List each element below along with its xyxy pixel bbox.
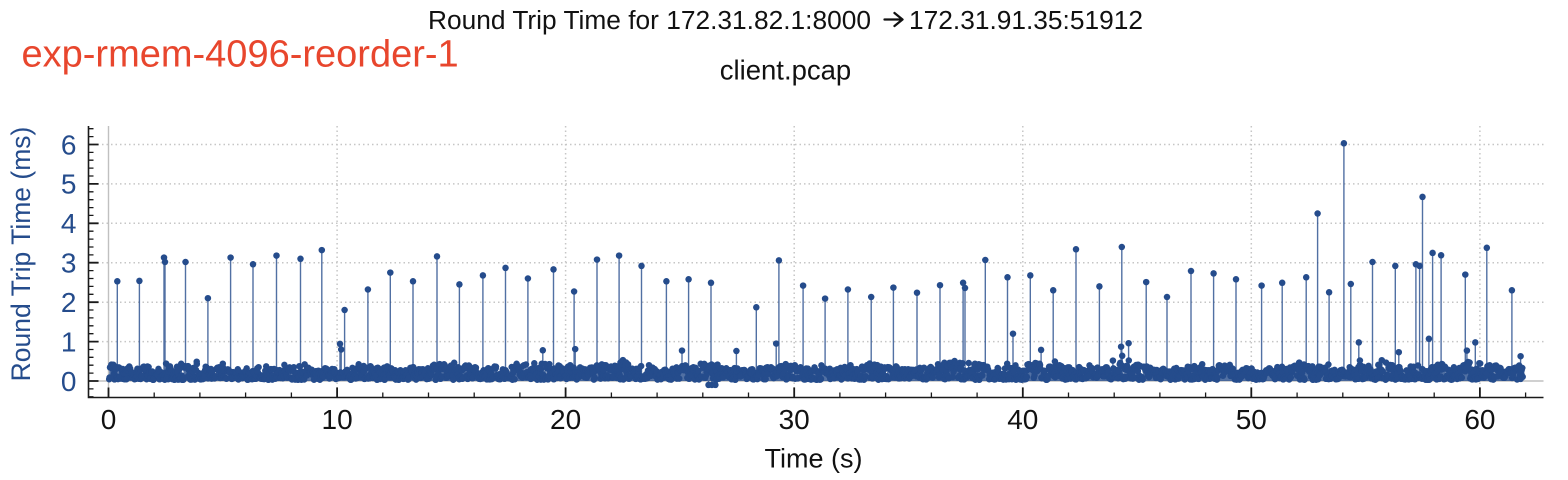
svg-text:Round Trip Time (ms): Round Trip Time (ms) xyxy=(6,127,36,382)
svg-text:50: 50 xyxy=(1236,404,1267,435)
svg-text:4: 4 xyxy=(61,208,77,239)
svg-text:40: 40 xyxy=(1007,404,1038,435)
svg-text:3: 3 xyxy=(61,248,77,279)
svg-text:Time (s): Time (s) xyxy=(765,444,863,474)
svg-text:10: 10 xyxy=(322,404,353,435)
svg-text:5: 5 xyxy=(61,169,77,200)
svg-text:6: 6 xyxy=(61,129,77,160)
svg-text:client.pcap: client.pcap xyxy=(720,54,851,85)
svg-text:30: 30 xyxy=(779,404,810,435)
svg-text:Round Trip Time for 172.31.82.: Round Trip Time for 172.31.82.1:8000 xyxy=(428,5,871,35)
svg-text:exp-rmem-4096-reorder-1: exp-rmem-4096-reorder-1 xyxy=(22,34,459,76)
svg-text:172.31.91.35:51912: 172.31.91.35:51912 xyxy=(909,5,1143,35)
svg-text:20: 20 xyxy=(550,404,581,435)
svg-text:2: 2 xyxy=(61,287,77,318)
svg-text:0: 0 xyxy=(61,366,77,397)
svg-text:60: 60 xyxy=(1464,404,1495,435)
svg-text:0: 0 xyxy=(101,404,117,435)
svg-text:1: 1 xyxy=(61,326,77,357)
